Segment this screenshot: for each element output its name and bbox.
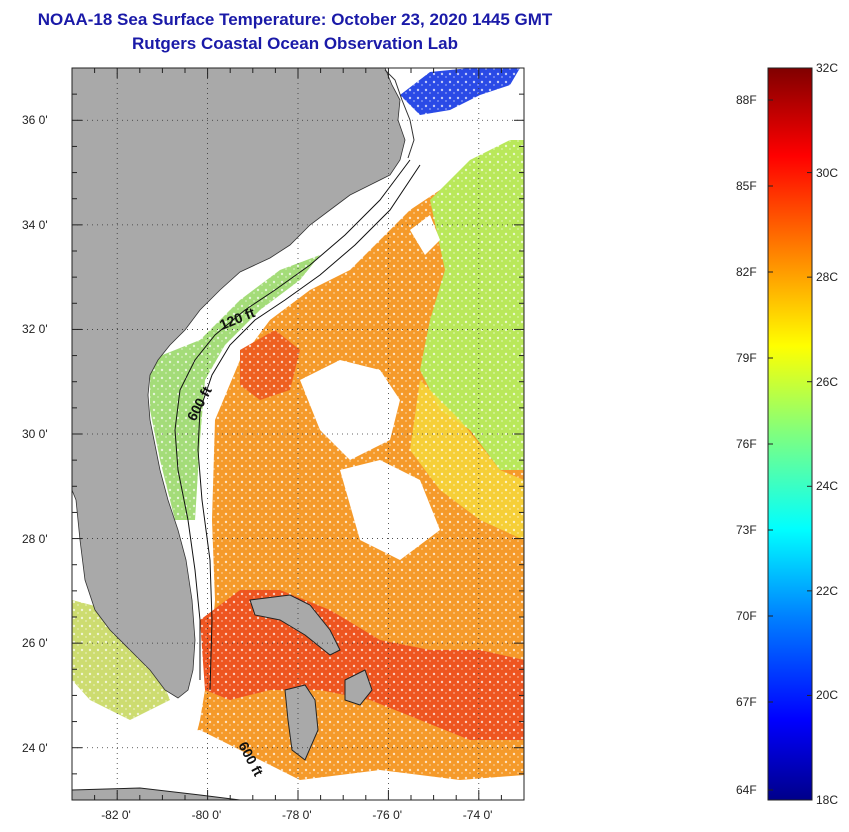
bahamas-grand-bahama (249, 594, 341, 656)
lat-tick-label: 30 0' (22, 427, 48, 441)
colorbar-celsius-label: 26C (816, 374, 839, 389)
map-subtitle: Rutgers Coastal Ocean Observation Lab (132, 34, 458, 53)
lon-tick-label: -74 0' (462, 808, 493, 822)
lon-tick-label: -78 0' (282, 808, 312, 822)
colorbar-fahrenheit-label: 70F (736, 609, 757, 623)
cloud-patch-1 (300, 360, 400, 460)
colorbar-celsius-label: 32C (816, 61, 839, 75)
colorbar-ticks (768, 67, 812, 801)
colorbar-fahrenheit-label: 76F (736, 437, 757, 451)
colorbar-celsius-label: 18C (816, 793, 839, 807)
cuba-coast (72, 787, 241, 800)
lat-tick-label: 36 0' (22, 113, 48, 128)
land-southeast-us (72, 68, 406, 699)
colorbar (767, 67, 813, 801)
lat-tick-label: 26 0' (22, 636, 48, 651)
colorbar-fahrenheit-label: 67F (736, 695, 757, 709)
map-title: NOAA-18 Sea Surface Temperature: October… (37, 10, 553, 29)
bahamas-eleuthera (344, 669, 373, 706)
colorbar-fahrenheit-label: 64F (736, 783, 757, 797)
lon-tick-label: -82 0' (101, 808, 131, 822)
cloud-patch-3 (72, 730, 524, 800)
contour-120ft (174, 159, 411, 680)
colorbar-celsius-label: 22C (816, 583, 839, 598)
lat-tick-label: 34 0' (22, 217, 48, 232)
lat-tick-label: 32 0' (22, 322, 48, 337)
colorbar-celsius-label: 28C (816, 270, 839, 285)
contour-600ft (197, 164, 421, 691)
bahamas-andros (284, 684, 319, 761)
colorbar-fahrenheit-label: 82F (736, 265, 757, 279)
outer-banks (384, 69, 415, 159)
colorbar-celsius-label: 30C (816, 165, 839, 180)
colorbar-fahrenheit-label: 88F (736, 93, 757, 107)
axis-ticks (71, 67, 525, 801)
colorbar-celsius-label: 24C (816, 479, 839, 494)
colorbar-fahrenheit-label: 85F (736, 179, 757, 193)
colorbar-fahrenheit-label: 79F (736, 351, 757, 365)
cloud-patch-2 (340, 460, 440, 560)
graticule (72, 68, 524, 800)
lat-tick-label: 28 0' (22, 531, 48, 546)
colorbar-celsius-label: 20C (816, 688, 839, 703)
colorbar-fahrenheit-label: 73F (736, 523, 757, 537)
lon-tick-label: -76 0' (372, 808, 403, 822)
lat-tick-label: 24 0' (22, 740, 48, 755)
lon-tick-label: -80 0' (191, 808, 222, 822)
